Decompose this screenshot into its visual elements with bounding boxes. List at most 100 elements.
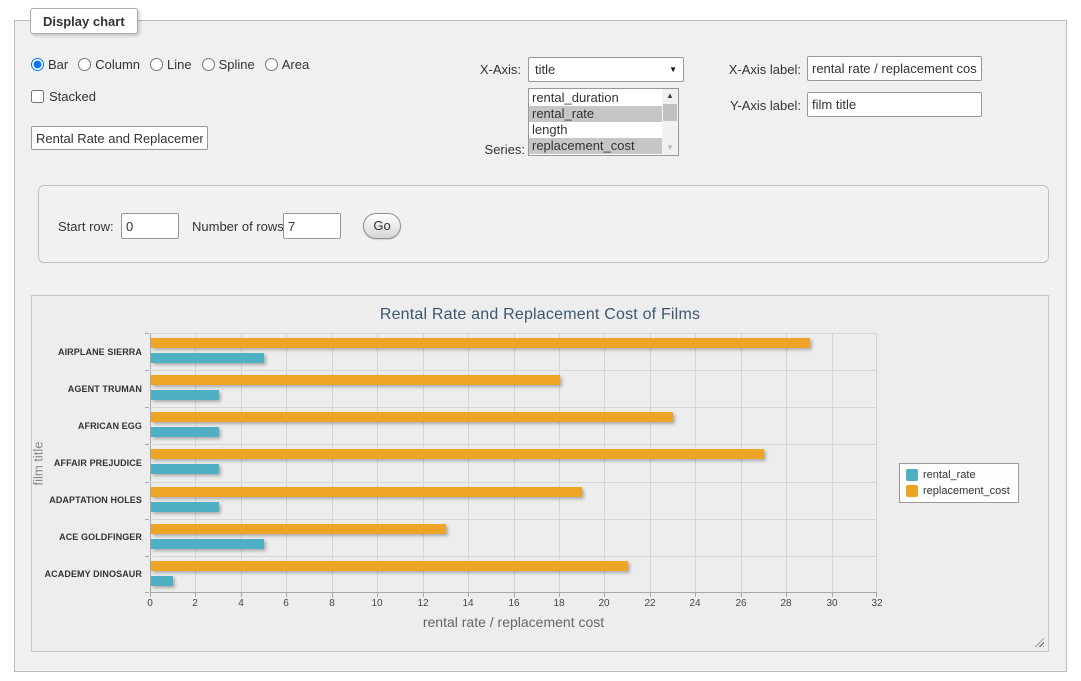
area-radio[interactable] [265, 58, 278, 71]
bar-replacement_cost[interactable] [151, 375, 560, 385]
tick-mark [832, 593, 833, 597]
stacked-label: Stacked [49, 89, 96, 104]
series-option-length[interactable]: length [529, 122, 662, 138]
legend-swatch-rental_rate [906, 469, 918, 481]
chart-type-option-area[interactable]: Area [265, 57, 309, 72]
tick-mark [145, 370, 149, 371]
value-tick-label: 18 [544, 598, 574, 609]
plot-area [150, 333, 877, 593]
value-tick-label: 2 [180, 598, 210, 609]
value-tick-label: 10 [362, 598, 392, 609]
column-radio[interactable] [78, 58, 91, 71]
bar-replacement_cost[interactable] [151, 449, 764, 459]
value-tick-label: 6 [271, 598, 301, 609]
gridline-v [832, 333, 833, 593]
chart-type-radios: Bar Column Line Spline Area [31, 57, 309, 72]
value-tick-label: 12 [408, 598, 438, 609]
y-axis-label-input[interactable] [807, 92, 982, 117]
tick-mark [195, 593, 196, 597]
tick-mark [423, 593, 424, 597]
bar-radio[interactable] [31, 58, 44, 71]
page: { "panel": { "legend_title": "Display ch… [0, 0, 1081, 681]
series-listbox[interactable]: rental_durationrental_ratelengthreplacem… [528, 88, 679, 156]
tick-mark [286, 593, 287, 597]
bar-replacement_cost[interactable] [151, 524, 446, 534]
bar-rental_rate[interactable] [151, 539, 264, 549]
chevron-down-icon: ▼ [669, 65, 677, 74]
tick-mark [876, 593, 877, 597]
legend-item-rental_rate[interactable]: rental_rate [906, 469, 1010, 481]
resize-handle-icon[interactable] [1035, 638, 1044, 647]
tick-mark [145, 407, 149, 408]
category-label: AFRICAN EGG [32, 421, 142, 431]
tick-mark [145, 444, 149, 445]
gridline-h [150, 407, 877, 408]
tick-mark [241, 593, 242, 597]
tick-mark [332, 593, 333, 597]
x-axis-title: rental rate / replacement cost [150, 614, 877, 630]
category-label: AGENT TRUMAN [32, 384, 142, 394]
tick-mark [514, 593, 515, 597]
value-axis-tick-labels: 02468101214161820222426283032 [150, 598, 877, 612]
num-rows-input[interactable] [283, 213, 341, 239]
chart-panel: Rental Rate and Replacement Cost of Film… [31, 295, 1049, 652]
value-tick-label: 30 [817, 598, 847, 609]
x-axis-label-input[interactable] [807, 56, 982, 81]
value-tick-label: 0 [135, 598, 165, 609]
gridline-h [150, 444, 877, 445]
line-radio-label: Line [167, 57, 192, 72]
series-option-replacement_cost[interactable]: replacement_cost [529, 138, 662, 154]
stacked-checkbox[interactable] [31, 90, 44, 103]
gridline-v [377, 333, 378, 593]
start-row-input[interactable] [121, 213, 179, 239]
bar-rental_rate[interactable] [151, 427, 219, 437]
bar-replacement_cost[interactable] [151, 487, 582, 497]
gridline-v [286, 333, 287, 593]
bar-rental_rate[interactable] [151, 576, 173, 586]
gridline-v [876, 333, 877, 593]
bar-rental_rate[interactable] [151, 502, 219, 512]
x-axis-select[interactable]: title ▼ [528, 57, 684, 82]
category-label: AFFAIR PREJUDICE [32, 458, 142, 468]
bar-rental_rate[interactable] [151, 353, 264, 363]
series-option-rental_duration[interactable]: rental_duration [529, 90, 662, 106]
series-option-rental_rate[interactable]: rental_rate [529, 106, 662, 122]
scroll-down-icon[interactable]: ▼ [662, 141, 678, 155]
legend-item-replacement_cost[interactable]: replacement_cost [906, 485, 1010, 497]
chart-type-option-column[interactable]: Column [78, 57, 140, 72]
chart-type-option-spline[interactable]: Spline [202, 57, 255, 72]
chart-type-option-bar[interactable]: Bar [31, 57, 68, 72]
y-axis-label-field-label: Y-Axis label: [728, 98, 801, 113]
series-options: rental_durationrental_ratelengthreplacem… [529, 89, 662, 155]
line-radio[interactable] [150, 58, 163, 71]
stacked-option[interactable]: Stacked [31, 89, 96, 104]
bar-replacement_cost[interactable] [151, 561, 628, 571]
scroll-up-icon[interactable]: ▲ [662, 89, 678, 103]
x-axis-label-field-label: X-Axis label: [728, 62, 801, 77]
listbox-scrollbar[interactable]: ▲ ▼ [662, 89, 678, 155]
column-radio-label: Column [95, 57, 140, 72]
chart-title-input[interactable] [31, 126, 208, 150]
tick-mark [786, 593, 787, 597]
chart-type-option-line[interactable]: Line [150, 57, 192, 72]
fieldset-legend-text: Display chart [43, 14, 125, 29]
bar-replacement_cost[interactable] [151, 412, 673, 422]
gridline-h [150, 556, 877, 557]
go-button[interactable]: Go [363, 213, 401, 239]
category-label: ACADEMY DINOSAUR [32, 569, 142, 579]
gridline-h [150, 333, 877, 334]
fieldset-legend: Display chart [30, 8, 138, 34]
category-label: AIRPLANE SIERRA [32, 347, 142, 357]
category-axis-labels: AIRPLANE SIERRA AGENT TRUMAN AFRICAN EGG AF… [32, 333, 142, 593]
scrollbar-thumb[interactable] [663, 104, 677, 121]
spline-radio[interactable] [202, 58, 215, 71]
value-tick-label: 8 [317, 598, 347, 609]
gridline-v [195, 333, 196, 593]
bar-rental_rate[interactable] [151, 390, 219, 400]
bar-replacement_cost[interactable] [151, 338, 810, 348]
legend-label: replacement_cost [923, 485, 1010, 497]
bar-rental_rate[interactable] [151, 464, 219, 474]
category-label: ACE GOLDFINGER [32, 532, 142, 542]
value-tick-label: 24 [680, 598, 710, 609]
x-axis-field-label: X-Axis: [475, 62, 521, 77]
